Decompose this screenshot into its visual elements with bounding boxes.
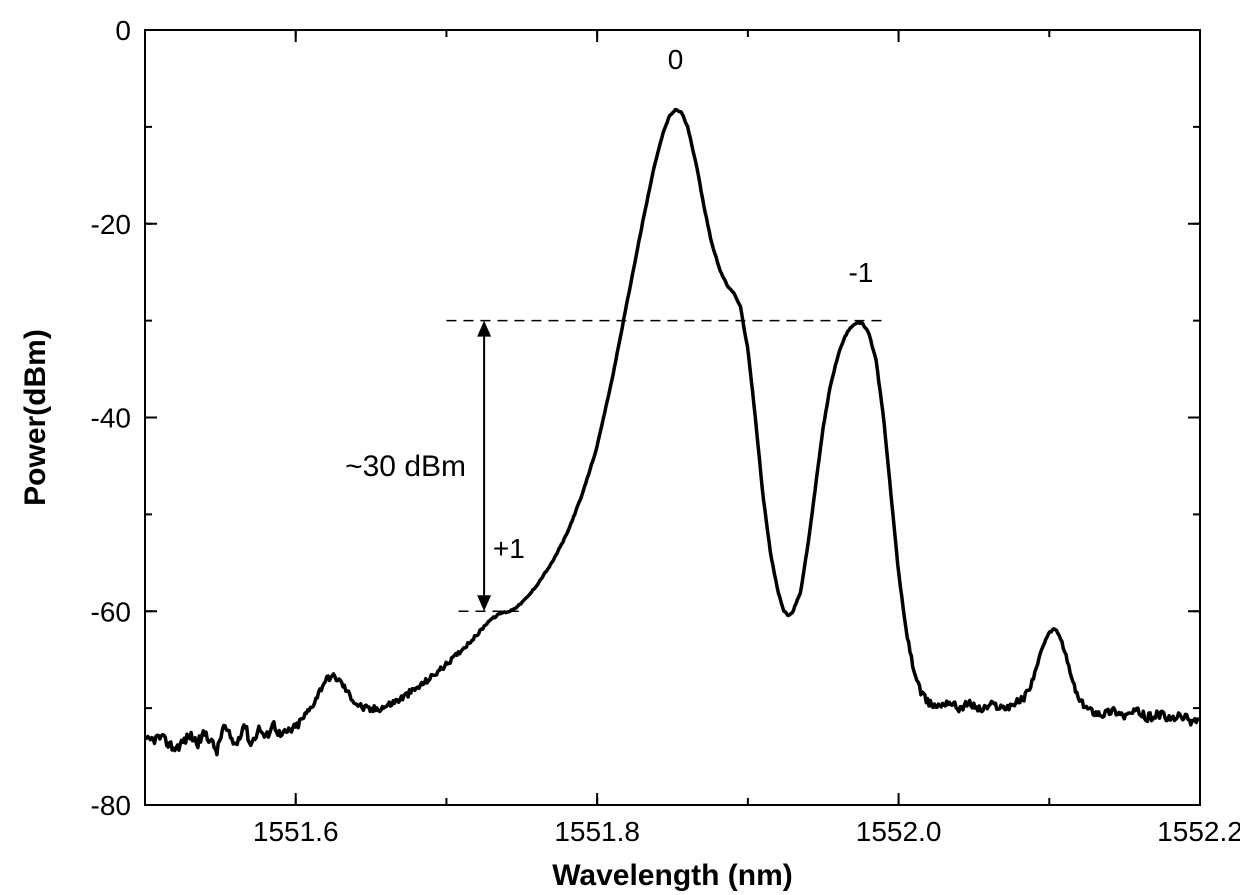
x-tick-label: 1552.0 [856,816,942,847]
y-tick-label: -20 [91,209,131,240]
chart-bg [0,0,1240,895]
x-tick-label: 1551.8 [554,816,640,847]
spectrum-chart: 1551.6 1551.8 1552.0 1552.2 -80 -60 -40 -20 0 Wav… [0,0,1240,895]
y-tick-label: -60 [91,596,131,627]
peak-label-2: +1 [493,533,525,564]
x-axis-label: Wavelength (nm) [552,859,793,892]
x-tick-label: 1552.2 [1157,816,1240,847]
y-tick-label: -40 [91,403,131,434]
delta-label: ~30 dBm [345,450,466,483]
peak-label-1: -1 [848,257,873,288]
y-tick-label: -80 [91,790,131,821]
y-tick-label: 0 [115,15,131,46]
y-axis-label: Power(dBm) [19,329,52,506]
x-tick-label: 1551.6 [253,816,339,847]
peak-label-0: 0 [668,44,684,75]
